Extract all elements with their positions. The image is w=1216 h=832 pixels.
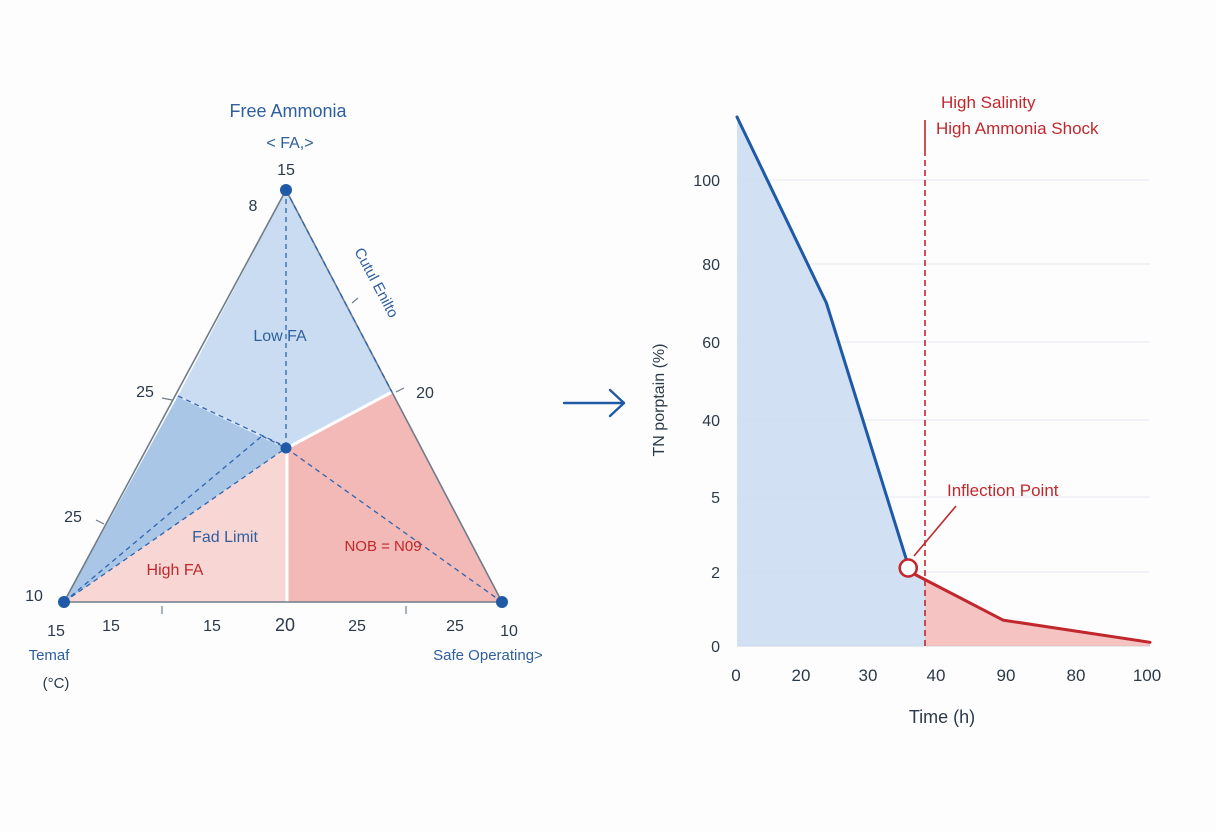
y-tick-label: 40 bbox=[702, 413, 720, 430]
ternary-diagram: Free Ammonia < FA,> 15 8 Cutul Enilto 25… bbox=[25, 101, 543, 692]
region-high-fa-label: High FA bbox=[147, 562, 204, 579]
area-before-shock bbox=[737, 117, 925, 646]
shock-label-line1: High Salinity bbox=[941, 93, 1036, 112]
y-tick-label: 0 bbox=[711, 639, 720, 656]
bottom-tick: 25 bbox=[348, 618, 366, 635]
x-tick-label: 0 bbox=[731, 666, 740, 685]
bottom-tick: 20 bbox=[275, 615, 295, 635]
bottom-ticks: 15 15 15 20 25 25 10 bbox=[47, 615, 518, 640]
x-tick-label: 40 bbox=[927, 666, 946, 685]
bottom-left-label-line2: (°C) bbox=[43, 675, 70, 692]
y-tick-label: 60 bbox=[702, 335, 720, 352]
vertex-center-dot bbox=[280, 442, 292, 454]
y-tick-label: 80 bbox=[702, 257, 720, 274]
tn-removal-chart: 0 2 5 40 60 80 100 0 20 30 40 90 80 100 High Salinit… bbox=[651, 93, 1161, 727]
vertex-top-dot bbox=[280, 184, 292, 196]
region-nob-fill bbox=[286, 392, 502, 602]
region-nob-label: NOB = N09 bbox=[344, 538, 421, 555]
x-tick-label: 20 bbox=[792, 666, 811, 685]
bottom-tick: 15 bbox=[47, 623, 65, 640]
vertex-right-dot bbox=[496, 596, 508, 608]
x-tick-labels: 0 20 30 40 90 80 100 bbox=[731, 666, 1161, 685]
right-side-tick: 20 bbox=[416, 385, 434, 402]
left-side-tick-2: 25 bbox=[64, 509, 82, 526]
bottom-left-label-line1: Temaf bbox=[29, 647, 71, 664]
y-axis-label: TN porptain (%) bbox=[651, 344, 668, 457]
left-side-tick-3: 10 bbox=[25, 588, 43, 605]
region-fad-limit-label: Fad Limit bbox=[192, 529, 258, 546]
ternary-title-line1: Free Ammonia bbox=[229, 101, 347, 121]
series-line-after-shock bbox=[908, 570, 1152, 644]
shock-label-line2: High Ammonia Shock bbox=[936, 119, 1099, 138]
right-side-label: Cutul Enilto bbox=[350, 245, 401, 321]
x-tick-label: 90 bbox=[997, 666, 1016, 685]
inflection-label: Inflection Point bbox=[947, 481, 1059, 500]
vertex-left-dot bbox=[58, 596, 70, 608]
apex-inner-value: 8 bbox=[249, 198, 258, 215]
x-tick-label: 80 bbox=[1067, 666, 1086, 685]
inflection-point-marker bbox=[898, 558, 919, 578]
bottom-tick: 25 bbox=[446, 618, 464, 635]
ternary-outline bbox=[62, 188, 504, 603]
region-fad-limit-fill bbox=[64, 396, 286, 602]
inflection-leader bbox=[913, 505, 957, 557]
region-low-fa-label: Low FA bbox=[253, 328, 307, 345]
bottom-tick: 10 bbox=[500, 623, 518, 640]
bottom-right-label: Safe Operating> bbox=[433, 647, 543, 664]
apex-value: 15 bbox=[277, 162, 295, 179]
y-tick-label: 5 bbox=[711, 490, 720, 507]
y-tick-label: 2 bbox=[711, 565, 720, 582]
bottom-tick: 15 bbox=[102, 618, 120, 635]
series-line-before-shock bbox=[735, 115, 912, 574]
region-low-fa-fill bbox=[178, 190, 392, 448]
area-fills bbox=[737, 117, 1150, 646]
axis-ticks bbox=[95, 297, 407, 614]
area-after-shock bbox=[925, 579, 1150, 646]
y-tick-label: 100 bbox=[693, 173, 720, 190]
series-lines bbox=[735, 115, 1152, 644]
x-axis-label: Time (h) bbox=[909, 707, 975, 727]
left-side-tick-1: 25 bbox=[136, 384, 154, 401]
x-tick-label: 30 bbox=[859, 666, 878, 685]
separator-right bbox=[286, 390, 393, 450]
arrow-right-icon bbox=[562, 388, 626, 418]
x-tick-label: 100 bbox=[1133, 666, 1161, 685]
y-tick-labels: 0 2 5 40 60 80 100 bbox=[693, 173, 720, 656]
bottom-tick: 15 bbox=[203, 618, 221, 635]
ternary-title-line2: < FA,> bbox=[266, 135, 313, 152]
